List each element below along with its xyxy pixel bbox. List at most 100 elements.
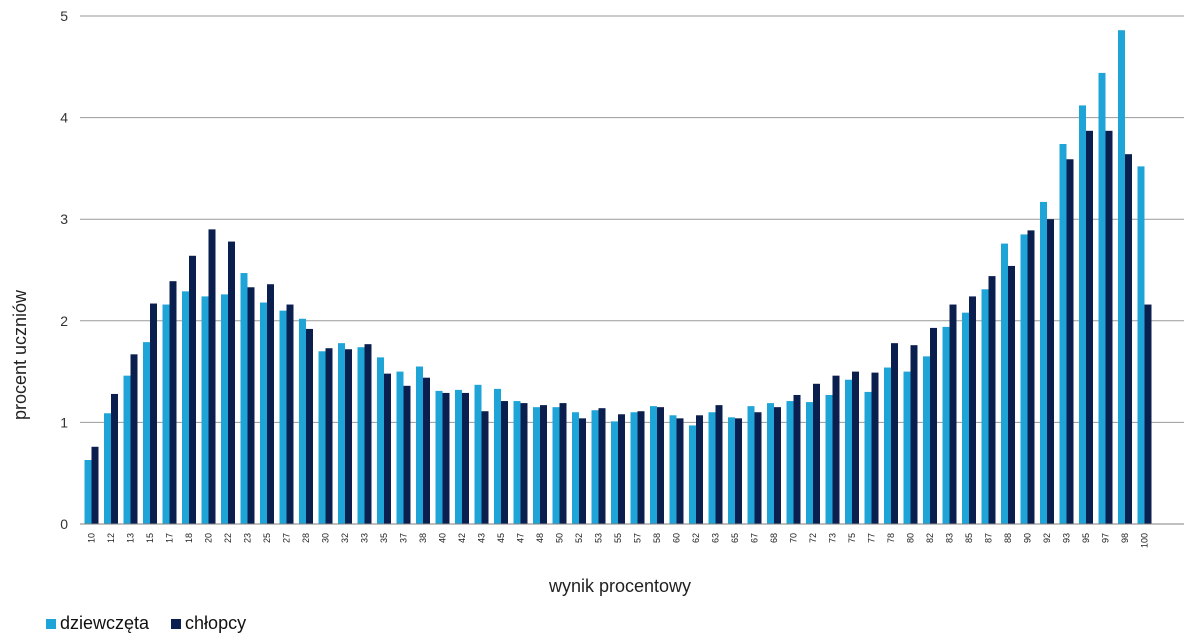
bar-girls [143, 342, 150, 524]
x-tick-label: 23 [243, 533, 253, 543]
y-tick-label: 1 [60, 414, 68, 430]
bar-boys [481, 411, 489, 524]
bar-girls [708, 412, 716, 524]
bar-boys [501, 401, 508, 524]
bar-girls [611, 421, 618, 524]
bar-boys [891, 343, 898, 524]
bar-girls [260, 302, 267, 524]
bar-boys [871, 372, 879, 524]
bar-girls [435, 390, 443, 524]
bar-boys [150, 303, 157, 524]
x-tick-label: 92 [1042, 533, 1052, 543]
x-tick-label: 22 [223, 533, 233, 543]
x-tick-label: 65 [730, 533, 740, 543]
bar-boys [793, 394, 801, 524]
bar-boys [969, 296, 976, 524]
bar-girls [1098, 72, 1106, 525]
bar-girls [396, 371, 404, 524]
bar-girls [903, 371, 911, 524]
x-tick-label: 43 [477, 533, 487, 543]
bar-girls [357, 347, 365, 524]
bar-boys [247, 287, 255, 524]
x-tick-label: 37 [399, 533, 409, 543]
x-tick-label: 42 [457, 533, 467, 543]
x-tick-label: 55 [613, 533, 623, 543]
x-tick-label: 45 [496, 533, 506, 543]
bar-girls [318, 351, 326, 524]
x-tick-label: 15 [145, 533, 155, 543]
bar-boys [1125, 154, 1132, 524]
x-tick-label: 60 [672, 533, 682, 543]
bar-girls [650, 406, 657, 524]
bar-girls [806, 402, 813, 524]
bar-girls [669, 415, 677, 524]
bar-girls [513, 401, 521, 524]
bar-boys [696, 415, 703, 524]
bar-boys [111, 393, 118, 524]
x-axis-label: wynik procentowy [548, 576, 691, 596]
bar-boys [130, 354, 138, 524]
x-tick-label: 30 [321, 533, 331, 543]
bar-girls [825, 394, 833, 524]
bar-boys [637, 411, 645, 524]
x-tick-labels: 10 12 13 15 17 18 20 22 23 25 27 28 30 32 33 35 37 38 40 42… [87, 533, 1150, 548]
legend-swatch-boys [171, 618, 182, 629]
x-tick-label: 35 [379, 533, 389, 543]
x-tick-label: 80 [906, 533, 916, 543]
bar-girls [1118, 30, 1125, 524]
bar-boys [1086, 130, 1093, 524]
bar-boys [286, 304, 294, 524]
bar-girls [221, 294, 228, 524]
bar-girls [884, 367, 891, 524]
x-tick-label: 77 [867, 533, 877, 543]
x-tick-label: 17 [165, 533, 175, 543]
bar-boys [930, 327, 937, 524]
bar-girls [377, 357, 384, 524]
y-tick-label: 0 [60, 516, 68, 532]
bar-girls [1001, 243, 1008, 524]
legend: dziewczęta chłopcy [46, 613, 268, 634]
x-tick-label: 62 [691, 533, 701, 543]
bar-girls [981, 289, 989, 524]
x-tick-label: 82 [925, 533, 935, 543]
x-tick-label: 33 [360, 533, 370, 543]
bar-boys [442, 392, 450, 524]
bar-boys [618, 414, 625, 524]
legend-item-girls: dziewczęta [46, 613, 149, 634]
bar-boys [345, 349, 352, 524]
bar-girls [182, 291, 189, 524]
x-tick-label: 95 [1081, 533, 1091, 543]
bar-boys [676, 418, 684, 524]
bar-boys [657, 407, 664, 524]
x-tick-label: 75 [847, 533, 857, 543]
x-tick-label: 52 [574, 533, 584, 543]
bar-girls [689, 425, 696, 524]
x-tick-label: 12 [106, 533, 116, 543]
bar-girls [552, 407, 560, 524]
bar-boys [949, 304, 957, 524]
bar-girls [1059, 144, 1067, 524]
bar-boys [754, 412, 762, 524]
bar-girls [474, 384, 482, 524]
bar-girls [962, 312, 969, 524]
x-tick-label: 68 [769, 533, 779, 543]
bar-girls [1137, 166, 1145, 524]
bars [84, 30, 1152, 525]
bar-girls [455, 389, 462, 524]
bar-boys [579, 418, 586, 524]
y-axis-label: procent uczniów [10, 289, 30, 420]
bar-girls [162, 304, 170, 524]
bar-girls [84, 459, 92, 524]
bar-boys [774, 407, 781, 524]
bar-girls [728, 417, 735, 524]
x-tick-label: 93 [1062, 533, 1072, 543]
x-tick-label: 85 [964, 533, 974, 543]
x-tick-label: 47 [516, 533, 526, 543]
legend-swatch-girls [46, 618, 56, 629]
y-tick-label: 5 [60, 8, 68, 24]
bar-boys [306, 328, 313, 524]
bar-boys [559, 403, 567, 524]
bar-girls [299, 318, 306, 524]
x-tick-label: 63 [711, 533, 721, 543]
x-tick-label: 10 [87, 533, 97, 543]
